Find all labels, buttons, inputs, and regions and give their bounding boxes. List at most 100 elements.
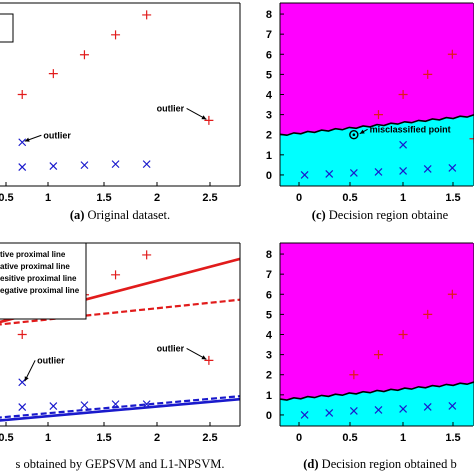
x-tick-label: 2 [154, 432, 160, 444]
panel-caption: (d) Decision region obtained b [303, 457, 456, 471]
positive-point [423, 69, 433, 79]
y-tick-label: 8 [266, 249, 272, 261]
plot-area-c: misclassified point [280, 3, 474, 186]
y-tick-label: 0 [266, 170, 272, 182]
region-negative [280, 382, 474, 426]
negative-point [399, 166, 408, 175]
negative-point [18, 378, 27, 387]
x-tick-label: 1.5 [96, 432, 111, 444]
panel-caption: (a) Original dataset. [70, 208, 170, 222]
x-tick-label: 0.5 [0, 192, 14, 204]
y-tick-label: 2 [266, 370, 272, 382]
x-tick-label: 2.5 [202, 192, 217, 204]
annotation-label: outlier [37, 355, 65, 365]
annotation-label: misclassified point [370, 124, 451, 134]
misclassified-marker [349, 130, 359, 140]
caption-text: s obtained by GEPSVM and L1-NPSVM. [15, 457, 224, 471]
y-tick-label: 1 [266, 150, 272, 162]
x-tick-label: 1 [400, 432, 406, 444]
annotation-label: outlier [157, 343, 185, 353]
positive-point [48, 69, 58, 79]
decision-boundary [280, 114, 474, 137]
negative-point [49, 162, 58, 171]
x-tick-label: 1 [400, 192, 406, 204]
x-tick-label: 0 [296, 192, 302, 204]
y-tick-label: 6 [266, 289, 272, 301]
positive-point [447, 49, 457, 59]
negative-point [80, 161, 89, 170]
legend-entry: egative proximal line [0, 286, 80, 295]
positive-point [204, 115, 214, 125]
negative-point [300, 171, 309, 179]
x-tick-label: 0.5 [0, 432, 14, 444]
caption-text: Decision region obtained b [322, 457, 457, 471]
annotation-label: outlier [43, 130, 71, 140]
positive-point [423, 309, 433, 319]
y-tick-label: 0 [266, 410, 272, 422]
plot-area-b: outlier outlier [0, 250, 240, 422]
decision-boundary [280, 381, 474, 401]
y-tick-label: 3 [266, 110, 272, 122]
proximal-line-3 [0, 397, 240, 422]
y-tick-label: 7 [266, 269, 272, 281]
plot-area-a: outlier outlier [17, 10, 214, 172]
y-tick-label: 7 [266, 29, 272, 41]
negative-point [18, 163, 27, 172]
y-tick-label: 1 [266, 390, 272, 402]
positive-point [111, 30, 121, 40]
panel-a: outlier outlier 0.5 1 1.5 2 2.5 (a) Original da… [0, 2, 241, 222]
legend-entry: ative proximal line [0, 262, 70, 271]
negative-point [142, 160, 151, 169]
panel-caption: (c) Decision region obtaine [312, 208, 449, 222]
annotation-arrowhead [24, 376, 29, 382]
x-tick-label: 2 [154, 192, 160, 204]
annotation-arrowhead [201, 355, 207, 360]
plot-area-d [280, 243, 474, 426]
y-tick-label: 5 [266, 309, 272, 321]
x-tick-label: 1.5 [445, 432, 460, 444]
x-tick-label: 0 [296, 432, 302, 444]
proximal-line-4 [0, 395, 240, 419]
positive-point [398, 330, 408, 339]
negative-point [300, 411, 309, 419]
positive-point [447, 289, 457, 299]
negative-point [423, 402, 432, 411]
negative-point [142, 400, 151, 409]
positive-point [398, 90, 408, 99]
y-tick-label: 2 [266, 130, 272, 142]
positive-point [17, 330, 27, 339]
x-tick-label: 1 [45, 432, 51, 444]
panel-b: outlier outlier tive proximal line ative pr… [0, 242, 241, 471]
negative-point [399, 140, 408, 149]
negative-point [111, 160, 120, 169]
x-tick-label: 1.5 [445, 192, 460, 204]
positive-point [142, 10, 152, 20]
proximal-line-2 [0, 298, 240, 326]
negative-point [325, 409, 334, 417]
negative-point [423, 164, 432, 173]
x-tick-label: 1.5 [96, 192, 111, 204]
negative-point [448, 401, 457, 410]
y-tick-label: 4 [266, 330, 273, 342]
positive-point [373, 110, 383, 120]
x-tick-label: 0.5 [342, 432, 357, 444]
y-tick-label: 3 [266, 350, 272, 362]
positive-point [17, 90, 27, 99]
negative-point [49, 402, 58, 411]
legend-entry: esitive proximal line [0, 274, 77, 283]
y-tick-label: 6 [266, 49, 272, 61]
y-tick-label: 4 [266, 90, 273, 102]
negative-point [111, 400, 120, 409]
positive-point [349, 370, 359, 380]
legend-box-stub [0, 13, 14, 43]
negative-point [18, 138, 27, 147]
proximal-line-1 [0, 257, 240, 324]
panel-d: 0 0.5 1 1.5 0 1 2 3 4 5 6 7 8 (d) Decision region obt… [266, 242, 474, 471]
annotation-arrowhead [359, 129, 365, 134]
negative-point [399, 404, 408, 413]
positive-point [111, 270, 121, 280]
caption-label: (a) [70, 208, 88, 222]
caption-text: Decision region obtaine [329, 208, 449, 222]
region-negative [280, 115, 474, 186]
